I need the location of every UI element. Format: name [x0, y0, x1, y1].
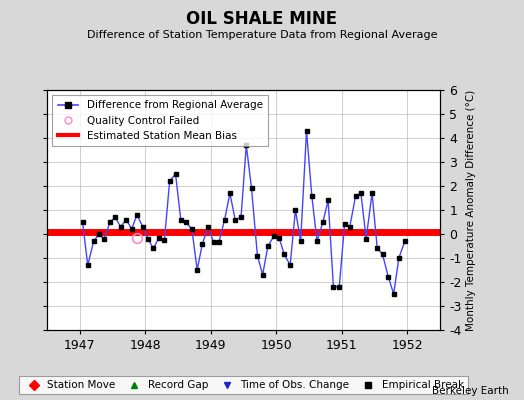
Text: OIL SHALE MINE: OIL SHALE MINE: [187, 10, 337, 28]
Y-axis label: Monthly Temperature Anomaly Difference (°C): Monthly Temperature Anomaly Difference (…: [466, 89, 476, 331]
Legend: Station Move, Record Gap, Time of Obs. Change, Empirical Break: Station Move, Record Gap, Time of Obs. C…: [19, 376, 468, 394]
Text: Difference of Station Temperature Data from Regional Average: Difference of Station Temperature Data f…: [87, 30, 437, 40]
Text: Berkeley Earth: Berkeley Earth: [432, 386, 508, 396]
